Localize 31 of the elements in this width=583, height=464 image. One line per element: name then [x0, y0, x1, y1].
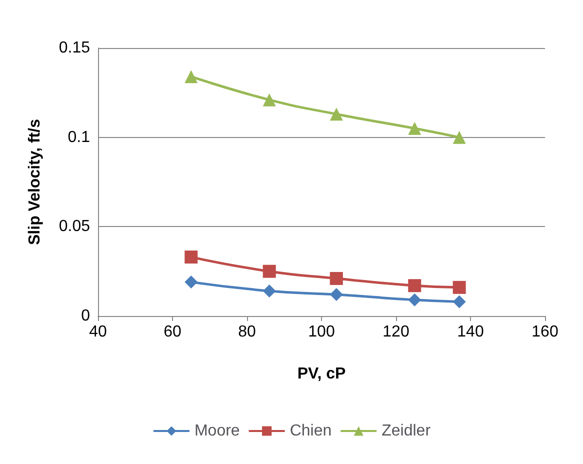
point	[408, 293, 422, 306]
point	[452, 295, 466, 308]
point	[184, 276, 198, 289]
y-axis-title: Slip Velocity, ft/s	[26, 118, 44, 245]
x-tick-label: 160	[532, 324, 558, 340]
x-tick-label: 100	[308, 324, 335, 340]
x-tick-label: 140	[457, 324, 484, 340]
x-tick-label: 60	[164, 324, 182, 340]
y-tick-label: 0.15	[58, 40, 90, 56]
legend-label: Moore	[194, 422, 240, 440]
y-tick-label: 0.1	[68, 128, 90, 146]
y-tick-label: 0	[81, 308, 90, 324]
point	[408, 279, 422, 292]
x-tick-label: 120	[382, 324, 410, 340]
point	[262, 264, 276, 278]
x-axis-title: PV, cP	[297, 366, 346, 382]
point	[262, 284, 276, 298]
legend-label: Chien	[290, 422, 332, 440]
point	[408, 122, 422, 135]
point	[452, 130, 466, 144]
point	[184, 70, 198, 84]
y-tick-label: 0.05	[58, 218, 90, 236]
point	[184, 250, 198, 264]
point	[330, 272, 343, 285]
legend-label: Zeidler	[382, 422, 432, 440]
point	[330, 108, 343, 121]
point	[452, 280, 466, 294]
point	[262, 93, 276, 106]
point	[330, 288, 343, 302]
x-tick-label: 40	[89, 324, 107, 340]
x-tick-label: 80	[238, 324, 256, 340]
